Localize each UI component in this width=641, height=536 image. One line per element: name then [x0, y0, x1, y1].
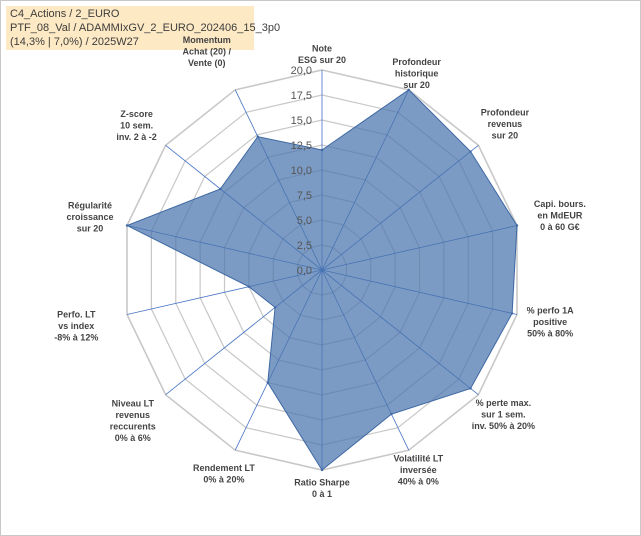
data-point-6 — [390, 412, 393, 416]
axis-label-12-line-1: 10 sem. — [120, 120, 153, 130]
data-point-10 — [247, 285, 251, 288]
axis-label-8-line-0: Rendement LT — [193, 463, 255, 473]
tick-label-2: 5,0 — [297, 215, 312, 227]
tick-label-4: 10,0 — [291, 165, 312, 177]
axis-label-5-line-1: sur 1 sem. — [481, 410, 526, 420]
axis-label-2-line-1: revenus — [488, 119, 523, 129]
info-line-1: C4_Actions / 2_EURO — [10, 8, 120, 20]
axis-label-10-line-1: vs index — [58, 321, 94, 331]
axis-label-3-line-0: Capi. bours. — [534, 199, 586, 209]
data-point-13 — [256, 135, 259, 138]
data-point-5 — [469, 387, 472, 390]
axis-label-6-line-1: inversée — [400, 465, 437, 475]
tick-label-7: 17,5 — [291, 90, 312, 102]
axis-label-1-line-1: historique — [395, 69, 439, 79]
tick-label-0: 0,0 — [297, 265, 312, 277]
axis-label-12-line-0: Z-score — [120, 109, 153, 119]
data-point-8 — [266, 381, 269, 384]
data-point-1 — [407, 88, 410, 92]
axis-label-4-line-0: % perfo 1A — [527, 306, 575, 316]
axis-label-11-line-0: Régularité — [68, 201, 112, 211]
axis-label-10-line-2: -8% à 12% — [54, 333, 98, 343]
axis-label-9-line-2: reccurents — [110, 422, 156, 432]
info-line-2: PTF_08_Val / ADAMMIxGV_2_EURO_202406_15_… — [10, 22, 281, 34]
data-point-4 — [510, 312, 514, 315]
data-point-11 — [125, 224, 129, 227]
axis-label-11-line-1: croissance — [66, 212, 113, 222]
tick-label-8: 20,0 — [291, 65, 312, 77]
axis-label-0-line-1: ESG sur 20 — [298, 55, 346, 65]
data-point-7 — [320, 468, 324, 472]
data-point-2 — [469, 150, 472, 153]
axis-label-0-line-0: Note — [312, 43, 332, 53]
axis-label-13-line-2: Vente (0) — [188, 58, 226, 68]
axis-label-9-line-0: Niveau LT — [112, 399, 155, 409]
axis-label-7-line-0: Ratio Sharpe — [294, 477, 350, 487]
data-point-12 — [219, 187, 222, 191]
axis-label-6-line-0: Volatilité LT — [393, 454, 443, 464]
portfolio-info-box: C4_Actions / 2_EURO PTF_08_Val / ADAMMIx… — [6, 6, 280, 50]
radar-tick-labels: 0,0 2,5 5,0 7,5 10,0 12,5 15,0 17,5 20,0 — [291, 65, 312, 277]
axis-label-6-line-2: 40% à 0% — [398, 477, 439, 487]
tick-label-6: 15,0 — [291, 115, 312, 127]
info-line-3: (14,3% | 7,0%) / 2025W27 — [10, 36, 139, 48]
axis-label-3-line-2: 0 à 60 G€ — [540, 222, 580, 232]
axis-label-1-line-0: Profondeur — [392, 57, 441, 67]
tick-label-1: 2,5 — [297, 240, 312, 252]
axis-label-8-line-1: 0% à 20% — [203, 474, 244, 484]
tick-label-5: 12,5 — [291, 140, 312, 152]
axis-label-4-line-2: 50% à 80% — [527, 329, 573, 339]
axis-label-3-line-1: en MdEUR — [537, 211, 583, 221]
axis-label-13-line-1: Achat (20) / — [182, 47, 231, 57]
tick-label-3: 7,5 — [297, 190, 312, 202]
axis-label-11-line-2: sur 20 — [77, 224, 104, 234]
axis-label-2-line-2: sur 20 — [492, 131, 519, 141]
axis-label-1-line-2: sur 20 — [403, 80, 430, 90]
axis-label-10-line-0: Perfo. LT — [57, 310, 96, 320]
axis-label-2-line-0: Profondeur — [481, 108, 530, 118]
data-point-0 — [320, 148, 324, 152]
data-point-3 — [515, 224, 519, 227]
axis-label-4-line-1: positive — [533, 317, 567, 327]
radar-series — [125, 88, 519, 472]
data-point-9 — [273, 306, 277, 309]
axis-label-5-line-0: % perte max. — [476, 398, 532, 408]
axis-label-9-line-1: revenus — [116, 410, 151, 420]
axis-label-7-line-1: 0 à 1 — [312, 489, 332, 499]
axis-label-5-line-2: inv. 50% à 20% — [472, 421, 535, 431]
axis-label-13-line-0: Momentum — [183, 35, 231, 45]
axis-label-9-line-3: 0% à 6% — [115, 433, 151, 443]
axis-label-12-line-2: inv. 2 à -2 — [116, 132, 156, 142]
